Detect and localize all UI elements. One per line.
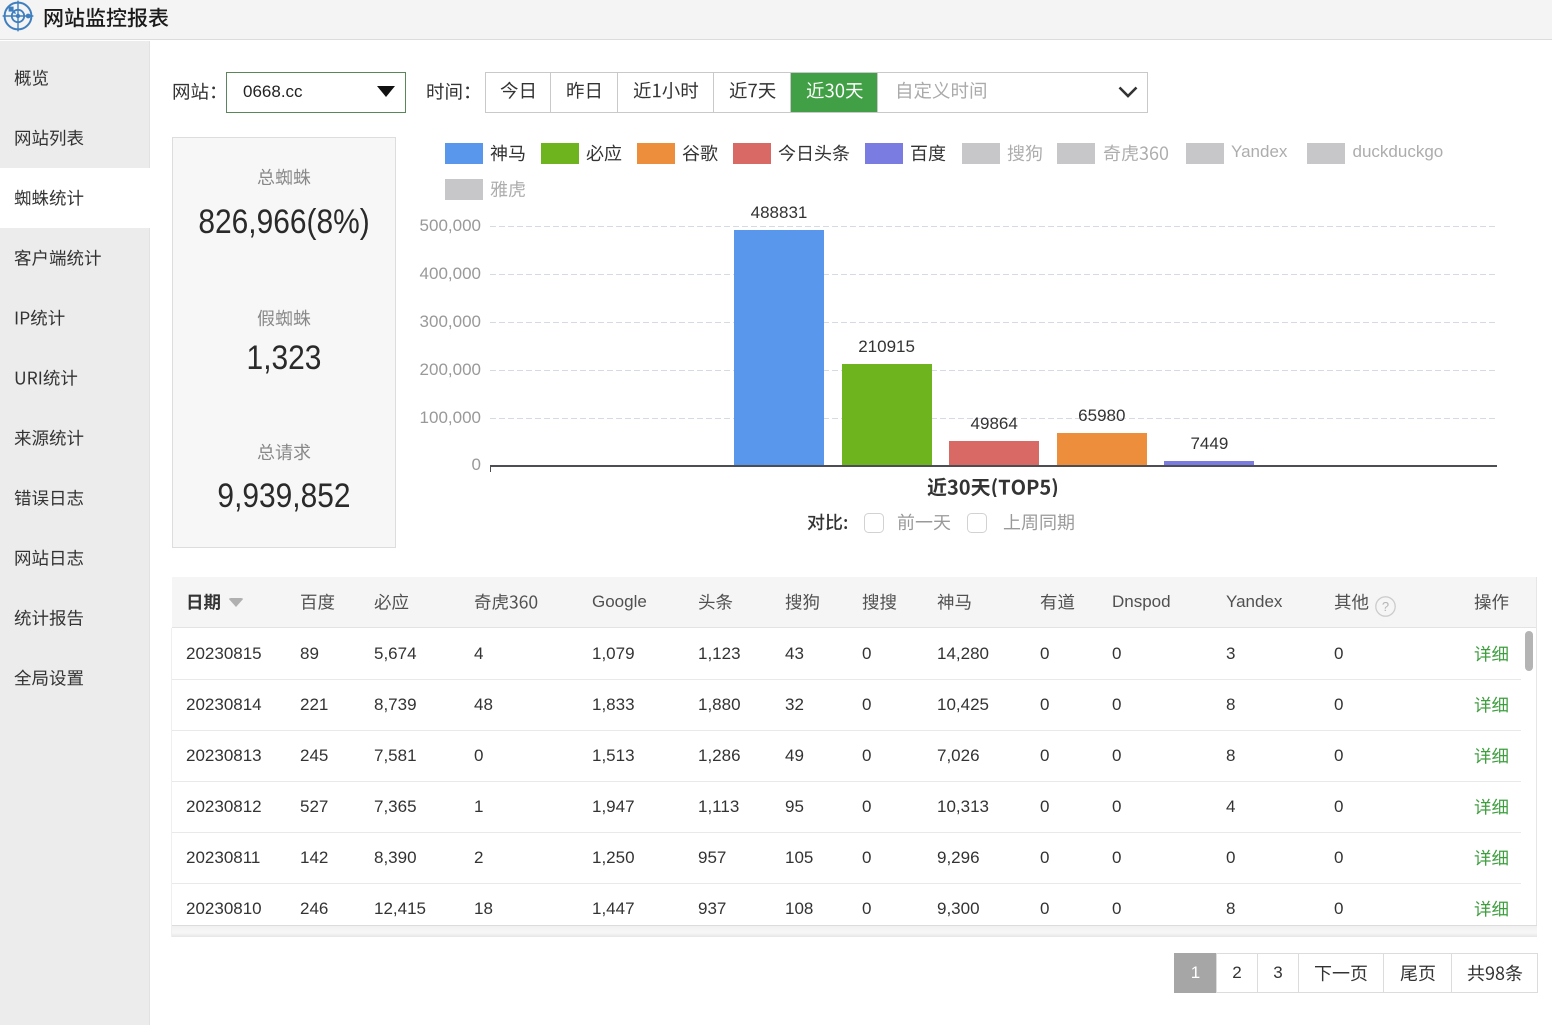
svg-text:?: ? bbox=[1382, 599, 1389, 614]
